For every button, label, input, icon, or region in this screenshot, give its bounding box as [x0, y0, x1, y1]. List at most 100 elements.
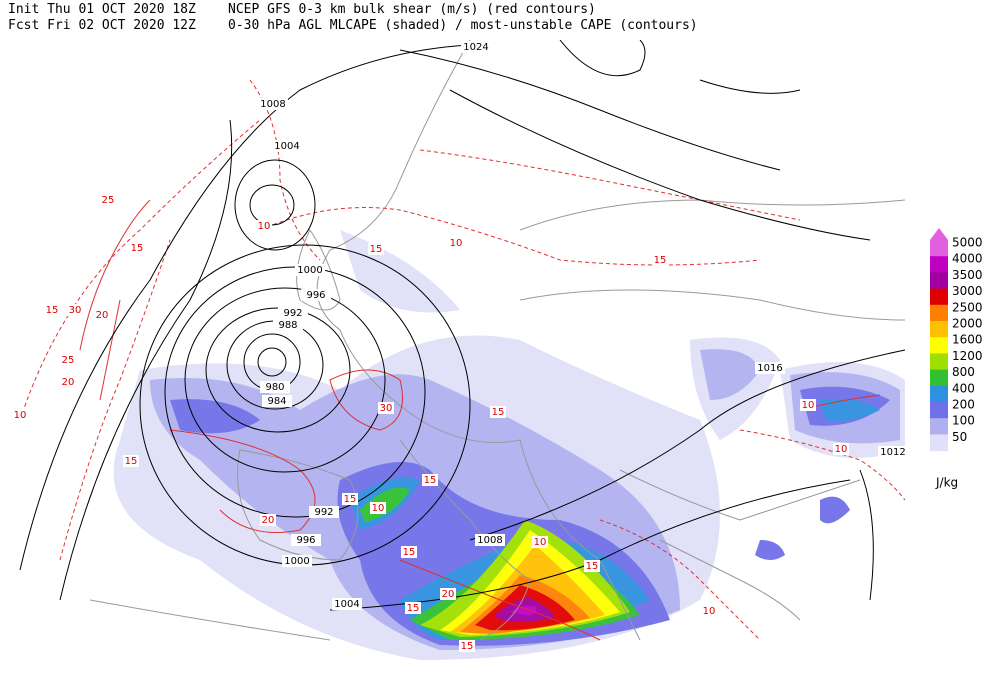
isobar-label: 1016 [757, 363, 782, 374]
isobar-label: 1004 [334, 599, 359, 610]
label-bg [401, 546, 417, 558]
label-bg [440, 588, 456, 600]
label-bg [368, 243, 384, 255]
label-bg [100, 194, 116, 206]
shear-label: 25 [102, 195, 115, 206]
shear-label: 30 [380, 403, 393, 414]
isobar-label: 992 [283, 308, 302, 319]
isobar-label: 1004 [274, 141, 299, 152]
label-bg [291, 534, 321, 546]
isobar-label: 988 [278, 320, 297, 331]
legend-label: 400 [952, 381, 975, 395]
label-bg [295, 264, 325, 276]
legend-swatch [930, 418, 948, 435]
isobar-label: 980 [265, 382, 284, 393]
shear-contours [19, 79, 906, 641]
legend-label: 200 [952, 398, 975, 412]
shear-label: 15 [461, 641, 474, 652]
legend-label: 4000 [952, 252, 983, 266]
label-bg [258, 98, 288, 110]
shear-label: 15 [407, 603, 420, 614]
shear-label: 10 [450, 238, 463, 249]
label-bg [490, 406, 506, 418]
label-bg [67, 304, 83, 316]
legend: 5000 4000 3500 3000 2500 2000 1600 1200 800 400 20… [930, 228, 983, 452]
label-bg [878, 446, 908, 458]
shear-label: 10 [372, 503, 385, 514]
label-bg [755, 362, 785, 374]
label-bg [378, 402, 394, 414]
shear-label: 20 [262, 515, 275, 526]
label-bg [44, 304, 60, 316]
isobar-label: 1008 [260, 99, 285, 110]
label-bg [273, 319, 303, 331]
shear-label: 15 [424, 475, 437, 486]
legend-label: 1600 [952, 333, 983, 347]
label-bg [129, 242, 145, 254]
label-bg [262, 395, 292, 407]
shear-label: 15 [586, 561, 599, 572]
label-bg [12, 409, 28, 421]
label-bg [60, 354, 76, 366]
header-fcst: Fcst Fri 02 OCT 2020 12Z [8, 18, 196, 33]
legend-swatch [930, 240, 948, 257]
legend-label: 3500 [952, 268, 983, 282]
shear-label: 20 [62, 377, 75, 388]
shear-label: 15 [370, 244, 383, 255]
label-bg [459, 640, 475, 652]
isobar-label: 1000 [284, 556, 309, 567]
label-bg [461, 41, 491, 53]
shear-label: 15 [125, 456, 138, 467]
header-title: NCEP GFS 0-3 km bulk shear (m/s) (red co… [228, 2, 596, 17]
label-bg [123, 455, 139, 467]
header-init: Init Thu 01 OCT 2020 18Z [8, 2, 196, 17]
legend-label: 5000 [952, 236, 983, 250]
isobar-label: 1012 [880, 447, 905, 458]
legend-label: 100 [952, 414, 975, 428]
label-bg [833, 443, 849, 455]
shear-label: 15 [403, 547, 416, 558]
isobar-label: 1008 [477, 535, 502, 546]
legend-swatch [930, 304, 948, 322]
label-bg [370, 502, 386, 514]
legend-swatch [930, 272, 948, 290]
shear-label: 15 [131, 243, 144, 254]
shear-label: 10 [258, 221, 271, 232]
header-subtitle: 0-30 hPa AGL MLCAPE (shaded) / most-unst… [228, 18, 698, 33]
shear-label: 10 [703, 606, 716, 617]
legend-unit: J/kg [935, 476, 958, 490]
isobar-label: 996 [306, 290, 325, 301]
shear-label: 15 [344, 494, 357, 505]
legend-swatch [930, 369, 948, 387]
legend-swatch [930, 385, 948, 403]
legend-swatch [930, 353, 948, 371]
legend-swatch [930, 288, 948, 306]
shear-label: 20 [442, 589, 455, 600]
label-bg [701, 605, 717, 617]
shear-label: 15 [46, 305, 59, 316]
isobar-label: 1024 [463, 42, 488, 53]
label-bg [342, 493, 358, 505]
label-bg [301, 289, 331, 301]
label-bg [448, 237, 464, 249]
label-bg [475, 534, 505, 546]
label-bg [800, 399, 816, 411]
legend-label: 1200 [952, 349, 983, 363]
shear-label: 30 [69, 305, 82, 316]
legend-swatch [930, 402, 948, 419]
shear-label: 25 [62, 355, 75, 366]
legend-swatch [930, 321, 948, 338]
isobar-label: 984 [267, 396, 286, 407]
legend-label: 50 [952, 430, 967, 444]
label-bg [309, 506, 339, 518]
label-bg [94, 309, 110, 321]
legend-swatch [930, 434, 948, 452]
legend-swatch [930, 256, 948, 273]
shear-label: 10 [14, 410, 27, 421]
legend-label: 2500 [952, 300, 983, 314]
label-bg [60, 376, 76, 388]
shear-label: 10 [802, 400, 815, 411]
shear-label: 20 [96, 310, 109, 321]
